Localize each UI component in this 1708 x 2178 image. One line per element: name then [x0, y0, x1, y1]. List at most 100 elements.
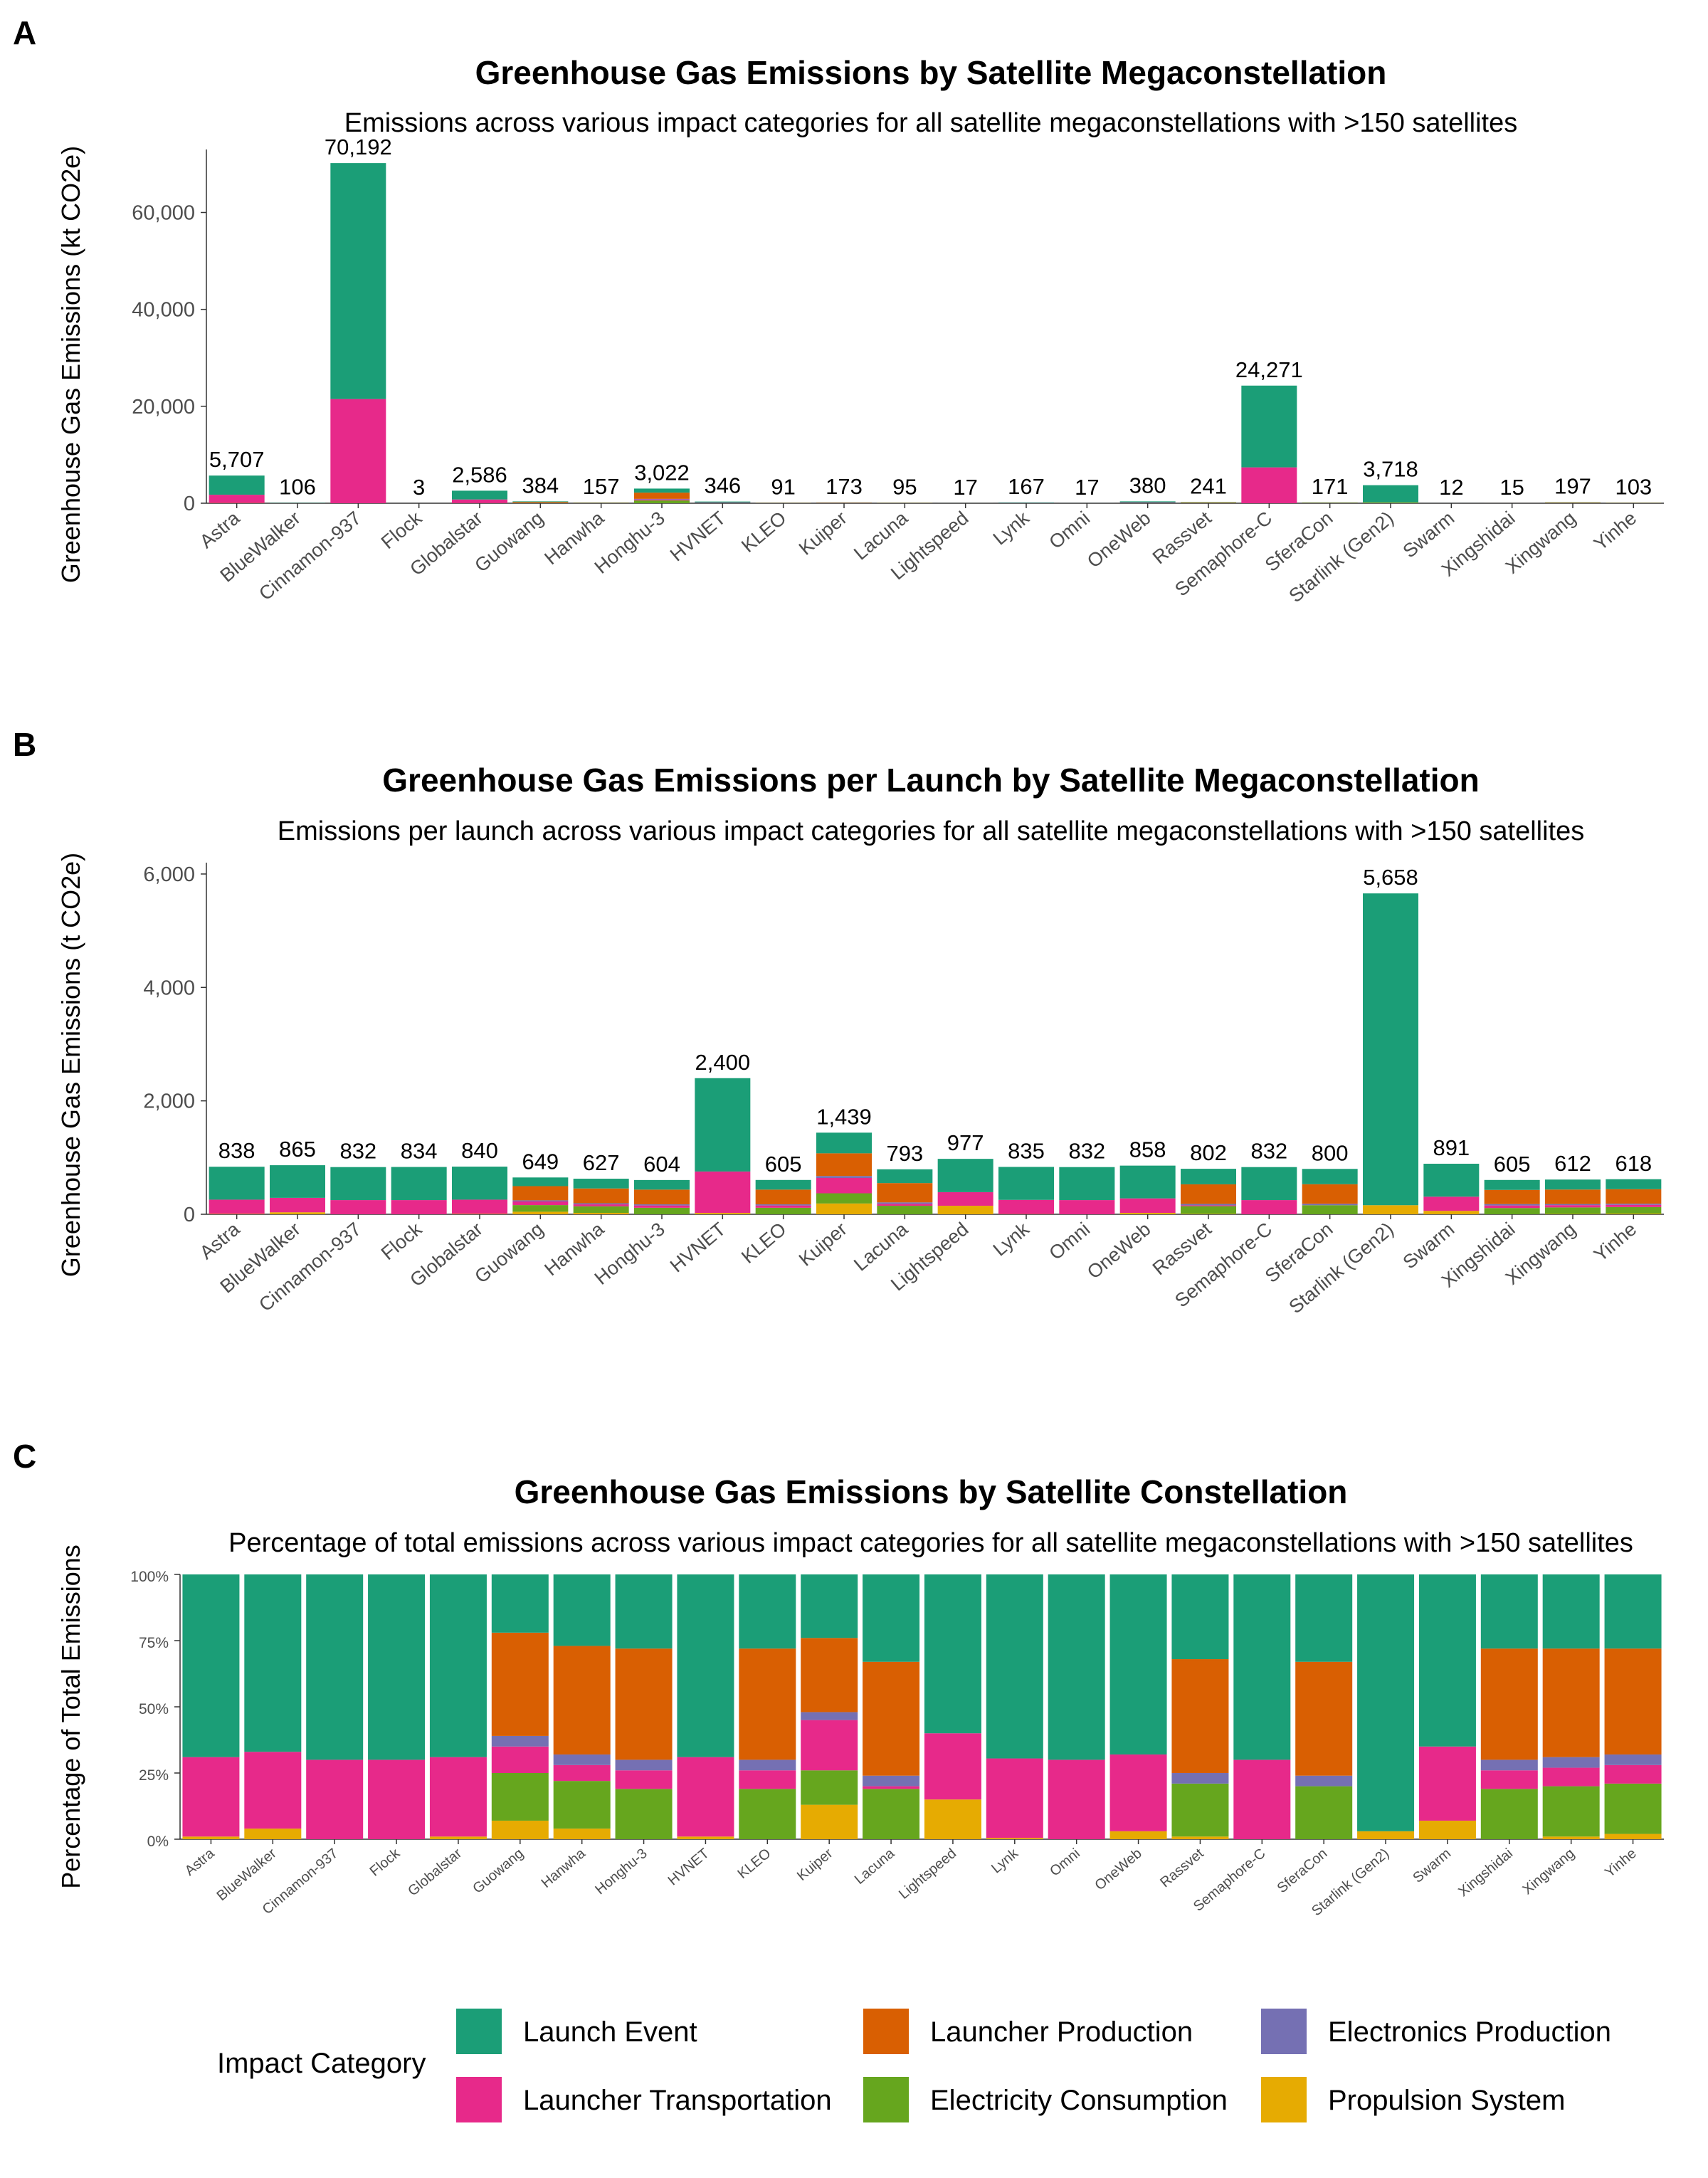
- chart-a-bar-semaphore-c-launcher-transportation: [1241, 467, 1297, 503]
- chart-b-bar-omni-launch-event: [1059, 1167, 1115, 1201]
- chart-b-bar-flock-launcher-transportation: [391, 1200, 447, 1214]
- chart-c-ylabel: Percentage of Total Emissions: [56, 1545, 85, 1889]
- chart-b-bar-swarm-propulsion-system: [1423, 1211, 1480, 1214]
- chart-a-x-tick-label-hvnet: HVNET: [666, 507, 729, 566]
- chart-b-bar-cinnamon-937-launch-event: [330, 1167, 386, 1201]
- chart-c-bar-bluewalker-propulsion-system: [244, 1829, 302, 1839]
- chart-b-bar-kuiper-launcher-production: [816, 1153, 872, 1177]
- chart-b-value-label-hanwha: 627: [583, 1150, 620, 1175]
- chart-c-bar-flock-launch-event: [368, 1574, 426, 1760]
- chart-b-value-label-starlink-gen2: 5,658: [1363, 865, 1418, 890]
- chart-a-title: Greenhouse Gas Emissions by Satellite Me…: [475, 54, 1387, 91]
- chart-b-bar-bluewalker-propulsion-system: [270, 1212, 325, 1214]
- chart-c-bar-honghu-3-electronics-production: [615, 1759, 673, 1771]
- chart-c-bar-cinnamon-937-launch-event: [306, 1574, 364, 1760]
- chart-b-value-label-oneweb: 858: [1129, 1137, 1166, 1162]
- chart-c-bar-rassvet-launch-event: [1171, 1574, 1229, 1660]
- chart-c-bar-lacuna-launch-event: [863, 1574, 920, 1662]
- chart-b-x-tick-label-flock: Flock: [377, 1218, 426, 1264]
- chart-c-bar-sferacon-electricity-consumption: [1295, 1786, 1353, 1839]
- chart-b-value-label-semaphore-c: 832: [1250, 1139, 1287, 1164]
- chart-b-bar-globalstar-launch-event: [452, 1167, 507, 1200]
- legend-swatch-electronics-production: [1261, 2009, 1307, 2054]
- chart-a-value-label-globalstar: 2,586: [452, 462, 507, 487]
- chart-c-bar-semaphore-c-launch-event: [1233, 1574, 1291, 1760]
- chart-c-bar-kuiper-launcher-production: [801, 1638, 858, 1713]
- chart-c-bar-kleo-electricity-consumption: [739, 1789, 796, 1839]
- chart-a-value-label-semaphore-c: 24,271: [1235, 357, 1303, 382]
- chart-c-bar-xingwang-launcher-transportation: [1542, 1767, 1600, 1787]
- chart-b-bar-xingshidai-electronics-production: [1484, 1204, 1540, 1206]
- chart-b-bar-guowang-launch-event: [512, 1177, 569, 1187]
- chart-b-value-label-kuiper: 1,439: [816, 1104, 872, 1129]
- chart-a-bar-semaphore-c-launch-event: [1241, 385, 1297, 468]
- chart-a-value-label-starlink-gen2: 3,718: [1363, 457, 1418, 482]
- chart-a-value-label-cinnamon-937: 70,192: [325, 135, 392, 159]
- chart-b-value-label-astra: 838: [218, 1138, 255, 1163]
- chart-c-x-tick-label-globalstar: Globalstar: [405, 1846, 465, 1900]
- chart-b-bar-rassvet-electronics-production: [1181, 1204, 1236, 1206]
- chart-c-bar-astra-launcher-transportation: [182, 1757, 240, 1837]
- chart-c-bar-yinhe-propulsion-system: [1604, 1834, 1662, 1839]
- chart-b-bar-kuiper-launcher-transportation: [816, 1178, 872, 1194]
- chart-b-plot: 02,0004,0006,000838Astra865BlueWalker832…: [143, 863, 1664, 1317]
- chart-b-bar-omni-launcher-transportation: [1059, 1200, 1115, 1214]
- chart-b-bar-hanwha-launcher-transportation: [573, 1204, 629, 1206]
- chart-b-bar-kleo-electricity-consumption: [755, 1207, 811, 1214]
- chart-b-value-label-rassvet: 802: [1190, 1140, 1227, 1165]
- chart-a-bar-honghu-3-electricity-consumption: [634, 500, 690, 503]
- chart-c-bar-sferacon-electronics-production: [1295, 1775, 1353, 1787]
- chart-c-x-tick-label-yinhe: Yinhe: [1602, 1846, 1640, 1880]
- chart-b-bar-xingshidai-electricity-consumption: [1484, 1208, 1540, 1214]
- chart-b-bar-xingwang-electricity-consumption: [1545, 1207, 1601, 1214]
- chart-c-x-tick-label-honghu-3: Honghu-3: [592, 1846, 650, 1898]
- chart-b-bar-guowang-electronics-production: [512, 1200, 569, 1201]
- chart-c-bar-xingwang-electricity-consumption: [1542, 1786, 1600, 1837]
- chart-a-value-label-hanwha: 157: [583, 474, 620, 499]
- chart-c-bar-oneweb-launch-event: [1109, 1574, 1167, 1754]
- chart-c-x-tick-label-sferacon: SferaCon: [1275, 1846, 1331, 1896]
- chart-b-bar-hvnet-launcher-transportation: [695, 1171, 751, 1214]
- chart-b-bar-flock-launch-event: [391, 1167, 447, 1201]
- chart-b-bar-hanwha-electronics-production: [573, 1203, 629, 1205]
- chart-c-bar-lynk-launcher-transportation: [986, 1758, 1043, 1838]
- chart-b-value-label-kleo: 605: [765, 1152, 802, 1177]
- chart-b-bar-kuiper-launch-event: [816, 1132, 872, 1154]
- chart-c-bar-hanwha-electronics-production: [553, 1754, 611, 1765]
- chart-a-value-label-kleo: 91: [771, 474, 795, 499]
- chart-b-value-label-xingshidai: 605: [1494, 1152, 1531, 1177]
- chart-b-bar-xingshidai-launcher-transportation: [1484, 1205, 1540, 1209]
- chart-a-x-tick-label-oneweb: OneWeb: [1083, 507, 1155, 572]
- chart-b-x-tick-label-yinhe: Yinhe: [1590, 1219, 1640, 1266]
- legend-label-launch-event: Launch Event: [523, 2016, 697, 2048]
- chart-a-value-label-bluewalker: 106: [279, 474, 316, 499]
- chart-b-value-label-swarm: 891: [1433, 1135, 1470, 1160]
- chart-a-bar-oneweb-launch-event: [1119, 501, 1176, 503]
- chart-c-bar-xingshidai-launcher-production: [1480, 1648, 1538, 1760]
- chart-c-bar-hanwha-launch-event: [553, 1574, 611, 1646]
- chart-c-bar-guowang-launcher-production: [491, 1632, 549, 1736]
- chart-c-bar-hanwha-launcher-transportation: [553, 1764, 611, 1782]
- chart-b-value-label-xingwang: 612: [1554, 1151, 1591, 1176]
- chart-b-bar-oneweb-propulsion-system: [1119, 1213, 1176, 1214]
- chart-b-bar-xingwang-launcher-transportation: [1545, 1205, 1601, 1208]
- chart-a-value-label-lightspeed: 17: [953, 475, 977, 500]
- chart-b-bar-guowang-electricity-consumption: [512, 1205, 569, 1212]
- chart-c-bar-hanwha-propulsion-system: [553, 1829, 611, 1839]
- chart-c-bar-swarm-propulsion-system: [1418, 1820, 1476, 1839]
- chart-c-bar-rassvet-electricity-consumption: [1171, 1783, 1229, 1837]
- chart-b-bar-lacuna-electricity-consumption: [877, 1206, 933, 1214]
- chart-c-bar-lightspeed-propulsion-system: [924, 1799, 981, 1839]
- chart-c-bar-honghu-3-electricity-consumption: [615, 1789, 673, 1839]
- chart-b-x-tick-label-astra: Astra: [196, 1218, 244, 1263]
- chart-c-x-tick-label-swarm: Swarm: [1410, 1846, 1454, 1886]
- chart-c-bar-xingshidai-electronics-production: [1480, 1759, 1538, 1771]
- chart-b-bar-yinhe-electricity-consumption: [1606, 1206, 1662, 1214]
- chart-c-title: Greenhouse Gas Emissions by Satellite Co…: [515, 1473, 1348, 1510]
- chart-b-bar-sferacon-launch-event: [1302, 1169, 1358, 1184]
- chart-a-value-label-honghu-3: 3,022: [634, 460, 690, 485]
- chart-a-value-label-xingwang: 197: [1554, 474, 1591, 499]
- chart-b-bar-honghu-3-electronics-production: [634, 1204, 690, 1206]
- chart-b-bar-lacuna-launcher-production: [877, 1183, 933, 1203]
